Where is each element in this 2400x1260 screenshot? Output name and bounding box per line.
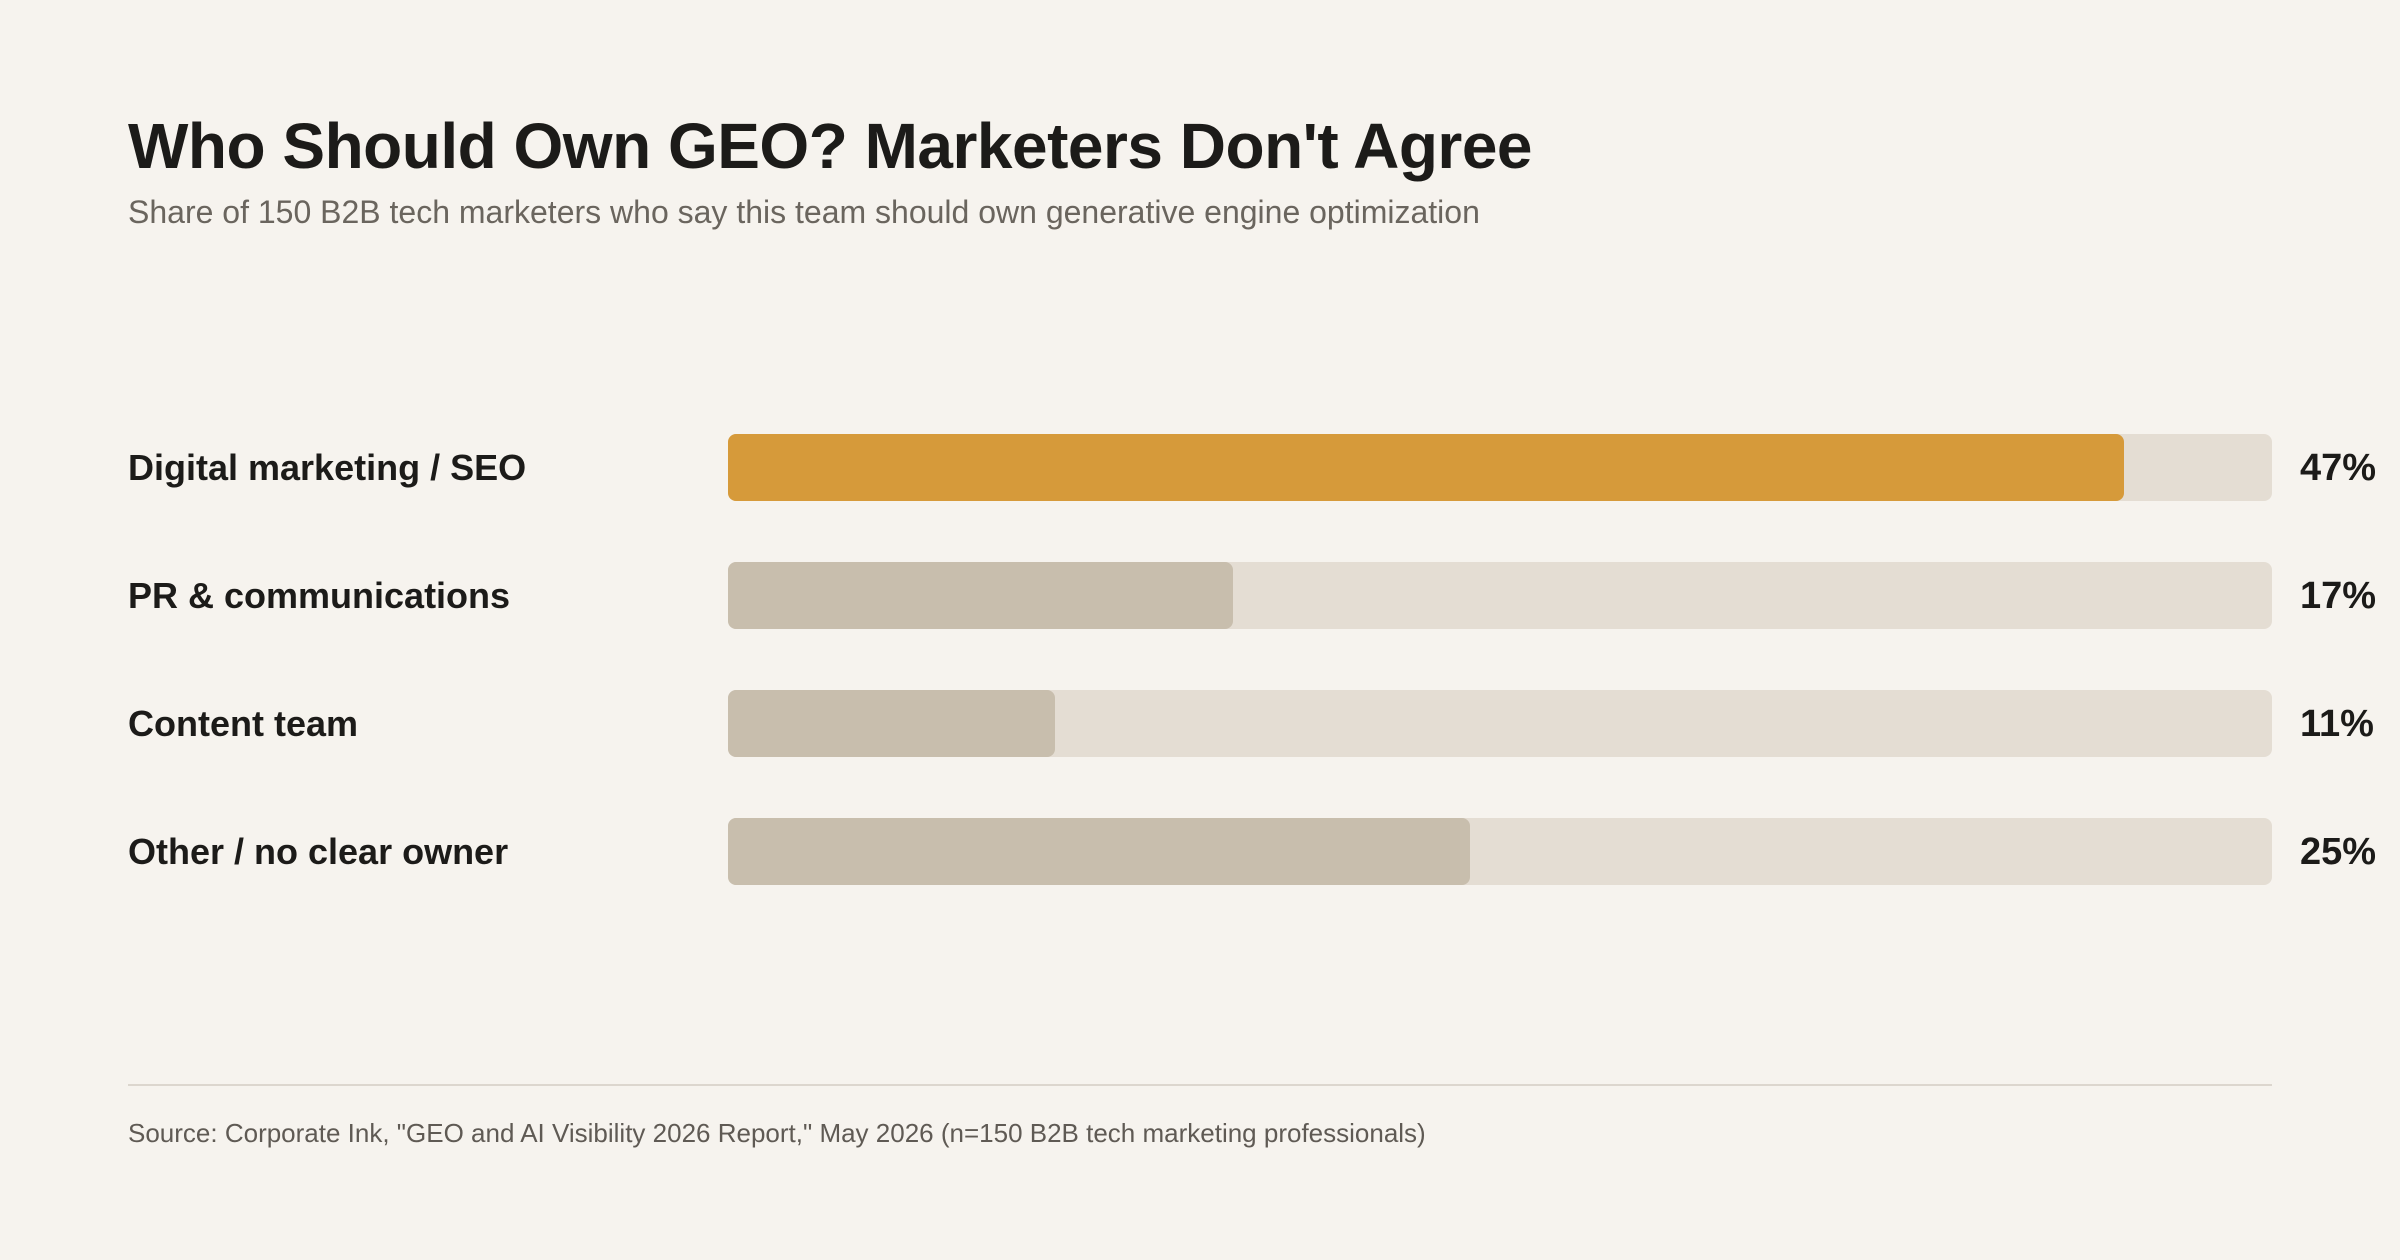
bar [728,690,1055,757]
chart-subtitle: Share of 150 B2B tech marketers who say … [128,194,1480,230]
bar [728,434,2124,501]
category-label: Other / no clear owner [128,830,509,872]
bar-track [728,434,2272,501]
value-label: 47% [2300,446,2377,489]
value-label: 25% [2300,830,2377,873]
source-note: Source: Corporate Ink, "GEO and AI Visib… [128,1118,1426,1148]
value-label: 17% [2300,574,2377,617]
category-label: PR & communications [128,574,511,616]
bar [728,562,1233,629]
value-label: 11% [2300,702,2374,745]
category-label: Digital marketing / SEO [128,446,527,488]
bar [728,818,1470,885]
bar-track [728,562,2272,629]
chart-title: Who Should Own GEO? Marketers Don't Agre… [128,110,1533,182]
divider [128,1084,2272,1086]
category-label: Content team [128,702,359,744]
bar-track [728,818,2272,885]
bar-track [728,690,2272,757]
